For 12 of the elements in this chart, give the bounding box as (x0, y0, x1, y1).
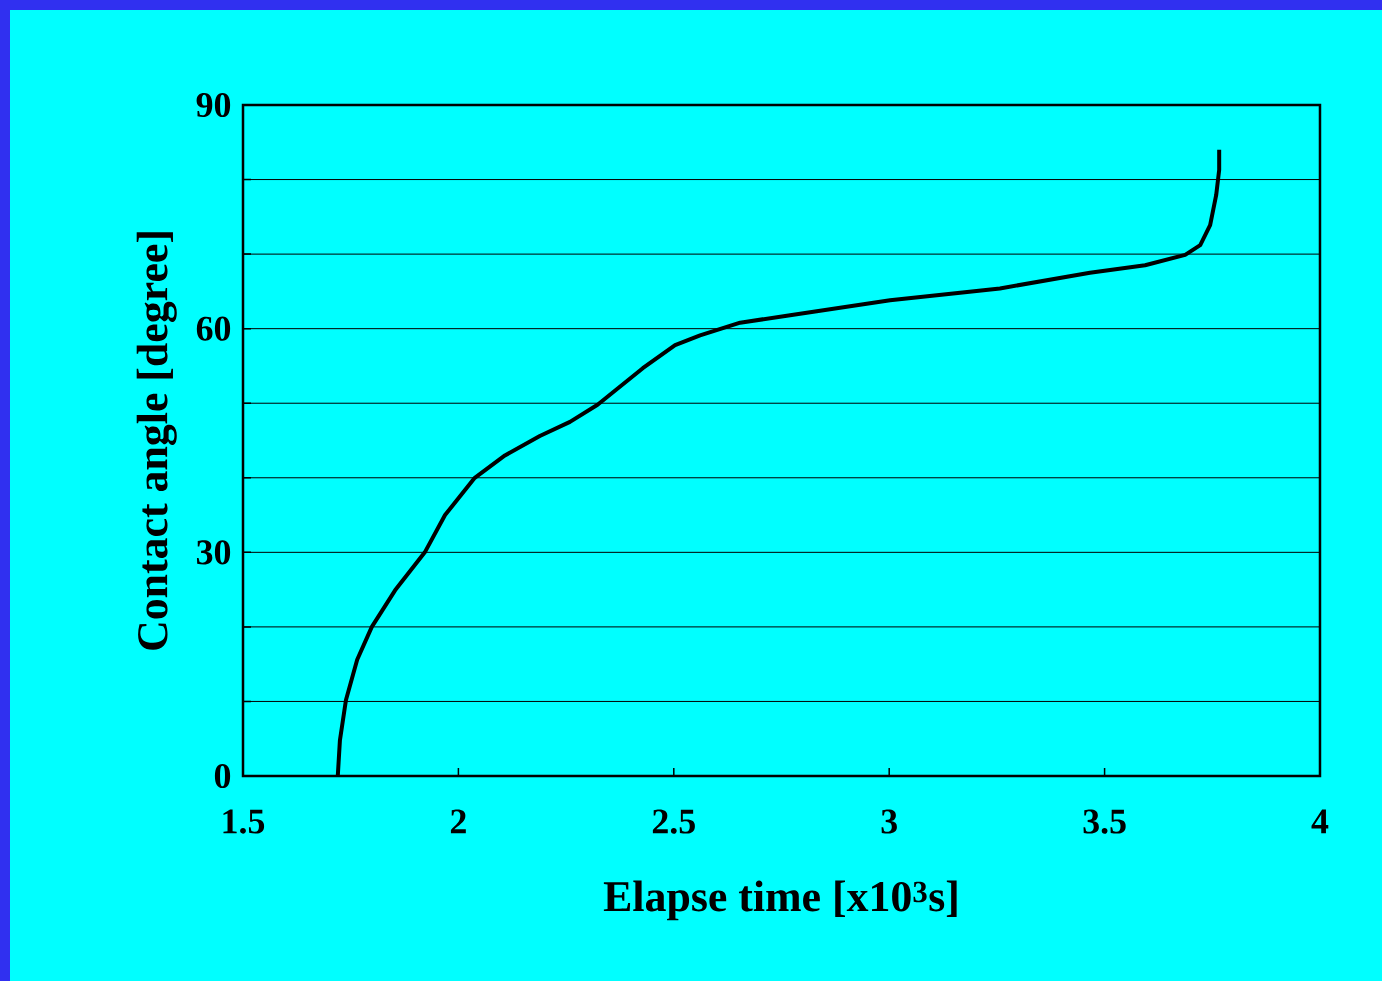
y-tick-label: 30 (196, 540, 231, 565)
x-tick-label: 2 (450, 809, 466, 834)
x-tick-label: 4 (1311, 809, 1329, 834)
x-tick-label: 2.5 (652, 809, 695, 834)
y-tick-label: 0 (214, 763, 231, 789)
y-tick-label: 60 (196, 316, 231, 341)
x-tick-label: 1.5 (223, 809, 265, 834)
y-tick-label: 90 (196, 92, 231, 118)
x-axis-title: Elapse time [x10$^{3}$s] (603, 880, 957, 921)
x-tick-label: 3 (881, 809, 897, 834)
y-axis-title: Contact angle [degree] (136, 232, 177, 650)
x-tick-label: 3.5 (1083, 809, 1126, 834)
